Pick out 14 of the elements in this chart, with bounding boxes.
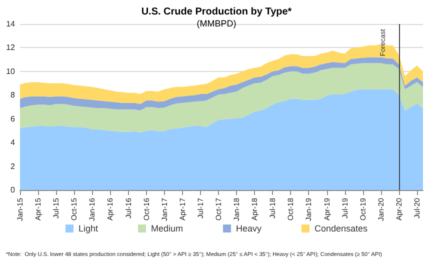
y-tick-label: 6: [10, 114, 16, 124]
legend-label: Medium: [150, 224, 183, 234]
y-tick-label: 10: [6, 66, 16, 76]
y-tick-label: 2: [10, 162, 16, 171]
y-tick-label: 14: [6, 20, 16, 28]
legend-label: Light: [78, 224, 98, 234]
y-tick-label: 0: [10, 186, 16, 194]
legend-label: Heavy: [236, 224, 262, 234]
legend-label: Condensates: [314, 224, 368, 234]
chart-subtitle: (MMBPD): [196, 18, 236, 28]
chart-title: U.S. Crude Production by Type*: [141, 6, 292, 18]
y-tick-label: 12: [6, 43, 16, 52]
y-tick-label: 8: [10, 90, 16, 100]
y-tick-label: 4: [10, 138, 16, 148]
